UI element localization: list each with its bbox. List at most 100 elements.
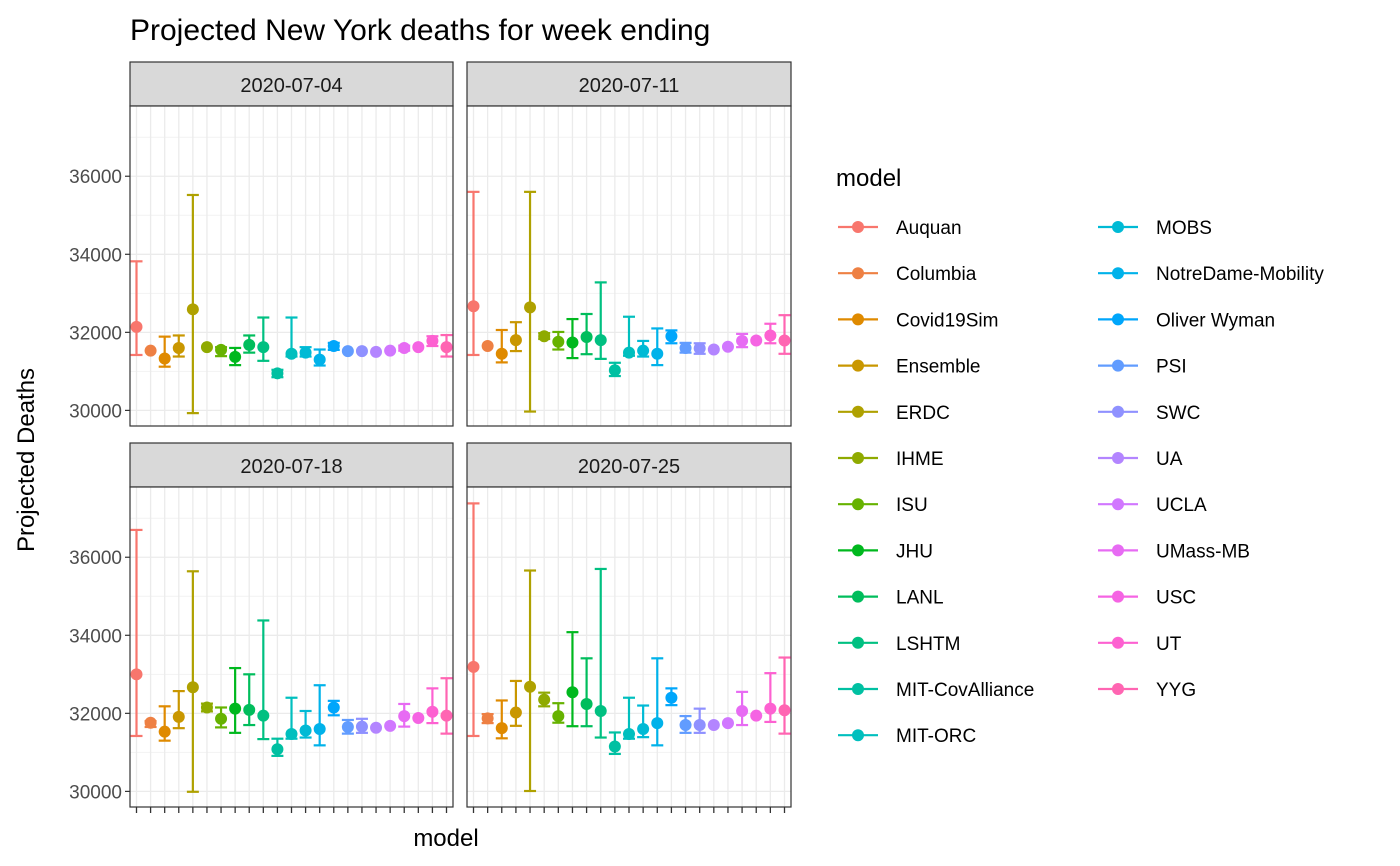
data-point bbox=[524, 680, 537, 693]
data-point bbox=[144, 716, 157, 729]
data-point bbox=[285, 347, 298, 360]
legend-label: Ensemble bbox=[896, 357, 981, 378]
data-point bbox=[327, 701, 340, 714]
data-point bbox=[440, 341, 453, 354]
legend-key-point bbox=[852, 683, 864, 695]
data-point bbox=[707, 343, 720, 356]
data-point bbox=[679, 341, 692, 354]
legend-item: MOBS bbox=[1098, 218, 1212, 239]
facet-strip bbox=[466, 61, 792, 107]
facet-strip bbox=[129, 61, 454, 107]
legend-label: MIT-ORC bbox=[896, 726, 976, 747]
y-axis-label: Projected Deaths bbox=[13, 368, 40, 552]
legend-item: LANL bbox=[838, 588, 944, 609]
data-point bbox=[172, 341, 185, 354]
data-point bbox=[637, 344, 650, 357]
chart-title: Projected New York deaths for week endin… bbox=[130, 14, 710, 47]
legend-item: Covid19Sim bbox=[838, 310, 998, 331]
legend-item: USC bbox=[1098, 588, 1196, 609]
facet-strip bbox=[129, 442, 454, 488]
data-point bbox=[384, 719, 397, 732]
data-point bbox=[679, 719, 692, 732]
data-point bbox=[637, 722, 650, 735]
legend-key-point bbox=[852, 405, 864, 418]
legend-key-point bbox=[1112, 452, 1124, 464]
legend-label: PSI bbox=[1156, 357, 1187, 378]
legend-item: UA bbox=[1098, 449, 1183, 470]
data-point bbox=[778, 704, 791, 717]
data-point bbox=[721, 340, 734, 353]
legend-label: LANL bbox=[896, 588, 944, 609]
legend-item: NotreDame-Mobility bbox=[1098, 264, 1324, 285]
data-point bbox=[313, 353, 326, 366]
legend-label: UMass-MB bbox=[1156, 541, 1250, 562]
data-point bbox=[299, 724, 312, 737]
data-point bbox=[481, 340, 494, 352]
legend-label: UA bbox=[1156, 449, 1183, 470]
legend-label: ERDC bbox=[896, 403, 950, 424]
y-tick-label: 32000 bbox=[69, 323, 122, 344]
data-point bbox=[665, 691, 678, 704]
legend-item: IHME bbox=[838, 449, 944, 470]
data-point bbox=[327, 340, 340, 352]
legend-label: USC bbox=[1156, 588, 1196, 609]
data-point bbox=[271, 743, 284, 756]
legend-label: JHU bbox=[896, 541, 933, 562]
data-point bbox=[440, 709, 453, 722]
legend-key-point bbox=[1112, 590, 1124, 603]
data-point bbox=[580, 697, 593, 710]
x-axis-label: model bbox=[413, 825, 478, 852]
data-point bbox=[130, 320, 143, 333]
legend-label: YYG bbox=[1156, 680, 1196, 701]
legend-item: Columbia bbox=[838, 264, 977, 285]
data-point bbox=[186, 303, 199, 316]
y-tick-label: 30000 bbox=[69, 401, 122, 422]
data-point bbox=[370, 345, 383, 358]
data-point bbox=[608, 364, 621, 377]
data-point bbox=[524, 301, 537, 314]
data-point bbox=[398, 341, 411, 354]
legend-key-point bbox=[852, 221, 864, 233]
legend-key-point bbox=[1112, 313, 1124, 326]
data-point bbox=[750, 334, 763, 347]
legend-key-point bbox=[1112, 544, 1124, 557]
data-point bbox=[200, 701, 213, 714]
facet-panel: 2020-07-04 30000 32000 34000 36000 bbox=[69, 61, 454, 427]
facet-strip bbox=[466, 442, 792, 488]
data-point bbox=[144, 344, 157, 357]
legend-key-point bbox=[852, 590, 864, 603]
legend-key-point bbox=[852, 359, 864, 372]
data-point bbox=[313, 722, 326, 735]
data-point bbox=[355, 345, 368, 358]
data-point bbox=[566, 686, 579, 699]
data-point bbox=[370, 721, 383, 734]
legend-key-point bbox=[1112, 498, 1124, 511]
legend-item: ERDC bbox=[838, 403, 950, 424]
y-tick-label: 36000 bbox=[69, 167, 122, 188]
data-point bbox=[158, 352, 171, 365]
legend-label: UT bbox=[1156, 634, 1182, 655]
legend-label: NotreDame-Mobility bbox=[1156, 264, 1324, 285]
facet-strip-label: 2020-07-11 bbox=[579, 75, 680, 97]
data-point bbox=[764, 702, 777, 715]
data-point bbox=[412, 341, 425, 354]
legend-key-point bbox=[852, 267, 864, 280]
legend-item: LSHTM bbox=[838, 634, 960, 655]
data-point bbox=[552, 335, 565, 348]
data-point bbox=[623, 346, 635, 359]
data-point bbox=[693, 719, 706, 732]
data-point bbox=[355, 720, 368, 733]
legend-item: MIT-ORC bbox=[838, 726, 976, 747]
data-point bbox=[750, 709, 763, 722]
data-point bbox=[481, 712, 494, 725]
data-point bbox=[538, 330, 551, 343]
data-point bbox=[693, 342, 706, 355]
legend-item: UMass-MB bbox=[1098, 541, 1250, 562]
legend-item: PSI bbox=[1098, 357, 1187, 378]
legend-key-point bbox=[1112, 683, 1124, 695]
legend-label: Oliver Wyman bbox=[1156, 310, 1275, 331]
data-point bbox=[495, 347, 508, 360]
data-point bbox=[467, 300, 480, 313]
panel-border bbox=[466, 105, 792, 427]
